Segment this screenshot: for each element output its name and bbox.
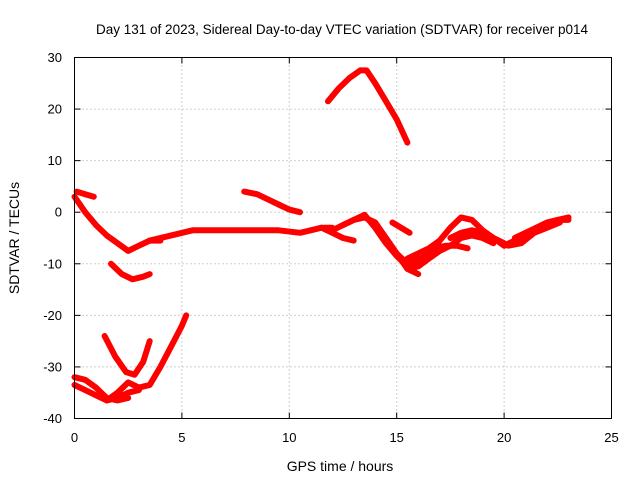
y-tick-label: 10 (48, 153, 62, 168)
series-arc-08 (101, 333, 153, 378)
y-tick-label: 30 (48, 50, 62, 65)
y-tick-label: 20 (48, 102, 62, 117)
x-axis-title: GPS time / hours (287, 458, 394, 474)
series-arc-18 (410, 242, 471, 272)
y-tick-label: 0 (55, 205, 62, 220)
x-tick-label: 20 (497, 430, 511, 445)
y-tick-label: -40 (43, 411, 62, 426)
x-tick-labels: 0 5 10 15 20 25 (71, 430, 619, 445)
series-arc-01 (73, 188, 97, 200)
x-tick-label: 5 (178, 430, 185, 445)
axis-ticks (74, 57, 612, 419)
y-tick-label: -30 (43, 359, 62, 374)
y-tick-label: -10 (43, 256, 62, 271)
y-tick-labels: -40 -30 -20 -10 0 10 20 30 (43, 50, 62, 426)
series-arc-03 (146, 224, 336, 244)
x-tick-label: 10 (282, 430, 296, 445)
series-arc-15 (389, 219, 413, 236)
x-tick-label: 25 (604, 430, 618, 445)
series-arc-17 (415, 232, 497, 270)
series-arc-22 (505, 219, 563, 249)
series-arc-10 (325, 67, 411, 146)
y-tick-label: -20 (43, 308, 62, 323)
x-tick-label: 0 (71, 430, 78, 445)
series-arc-09 (241, 188, 303, 216)
data-series (71, 67, 572, 404)
series-arc-07 (71, 382, 142, 404)
plot-frame (74, 57, 612, 419)
series-arc-06 (103, 312, 190, 404)
series-arc-02 (71, 193, 164, 254)
x-tick-label: 15 (389, 430, 403, 445)
series-arc-12 (318, 224, 357, 244)
y-axis-title: SDTVAR / TECUs (6, 182, 22, 294)
series-arc-04 (108, 260, 153, 283)
chart-title: Day 131 of 2023, Sidereal Day-to-day VTE… (96, 22, 588, 37)
